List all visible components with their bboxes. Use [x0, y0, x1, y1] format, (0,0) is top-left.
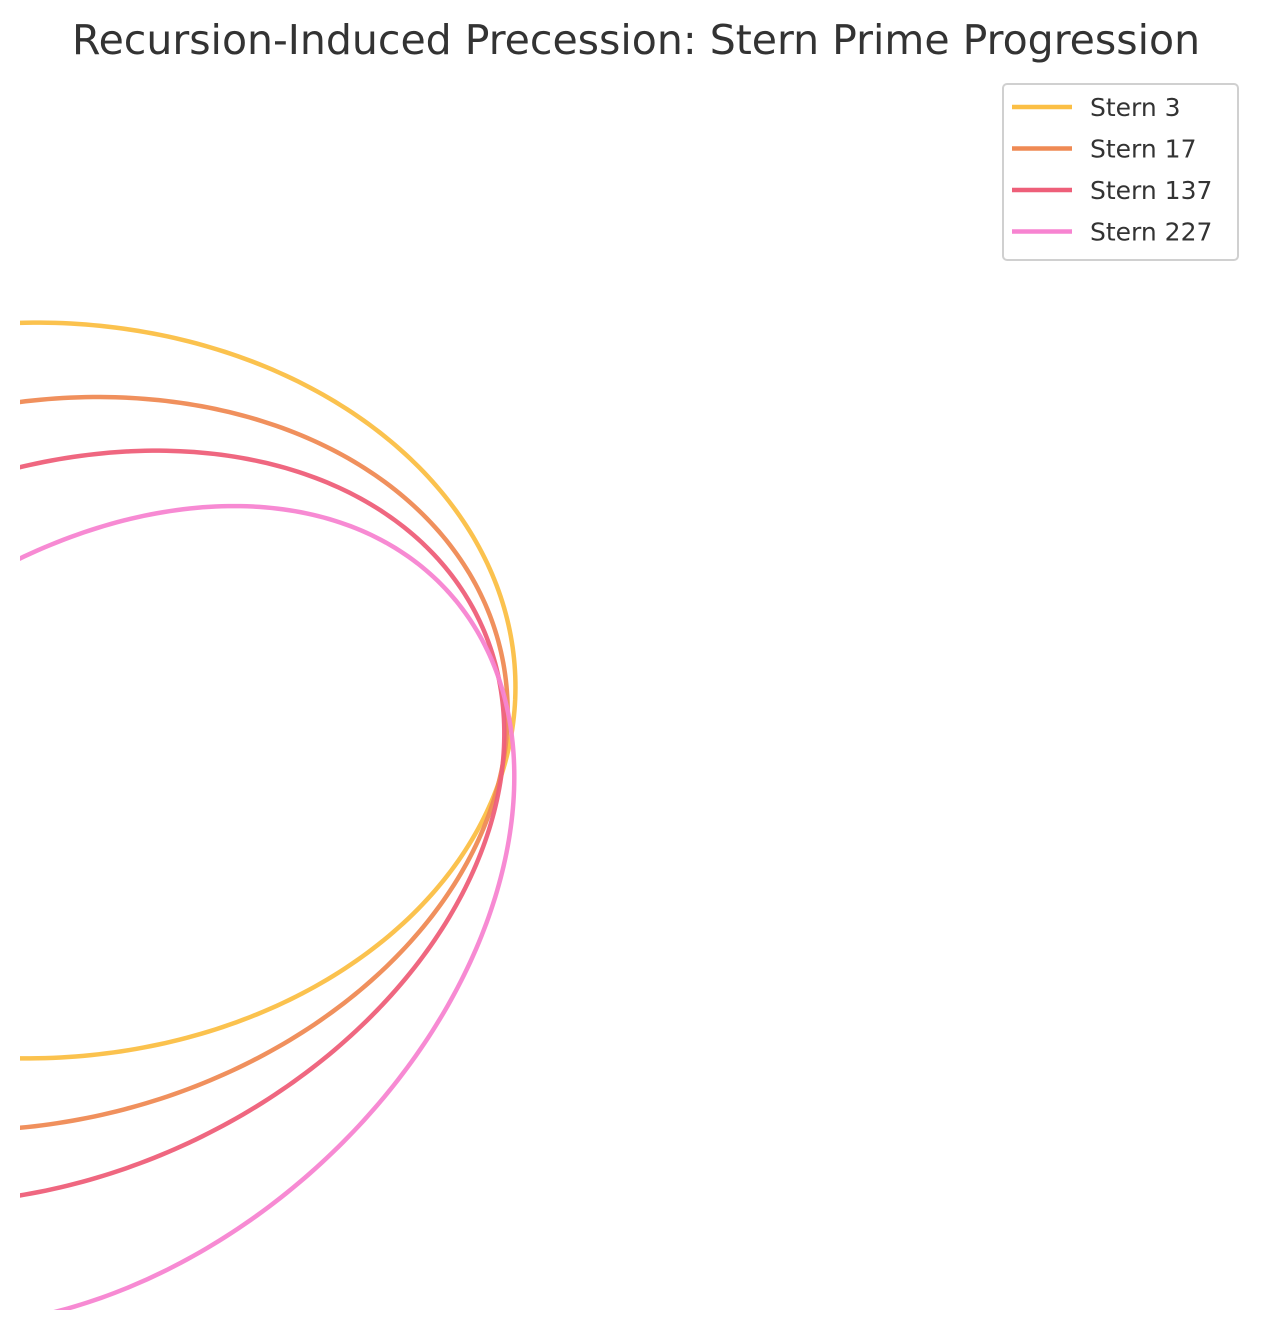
orbit-line-4: [20, 503, 517, 1310]
legend-label: Stern 227: [1090, 218, 1212, 247]
plot-area: [20, 320, 518, 1310]
orbit-line-2: [20, 394, 510, 1131]
legend-entry: Stern 3: [1012, 93, 1181, 122]
legend: Stern 3 Stern 17 Stern 137 Stern 227: [1002, 83, 1239, 261]
legend-label: Stern 17: [1090, 135, 1197, 164]
legend-label: Stern 137: [1090, 176, 1212, 205]
chart-title: Recursion-Induced Precession: Stern Prim…: [72, 16, 1200, 64]
orbit-line-1: [20, 320, 518, 1061]
legend-frame: [1002, 83, 1239, 261]
orbit-line-3: [20, 448, 507, 1198]
legend-entry: Stern 17: [1012, 135, 1197, 164]
legend-label: Stern 3: [1090, 93, 1181, 122]
legend-entry: Stern 227: [1012, 218, 1212, 247]
legend-entry: Stern 137: [1012, 176, 1212, 205]
